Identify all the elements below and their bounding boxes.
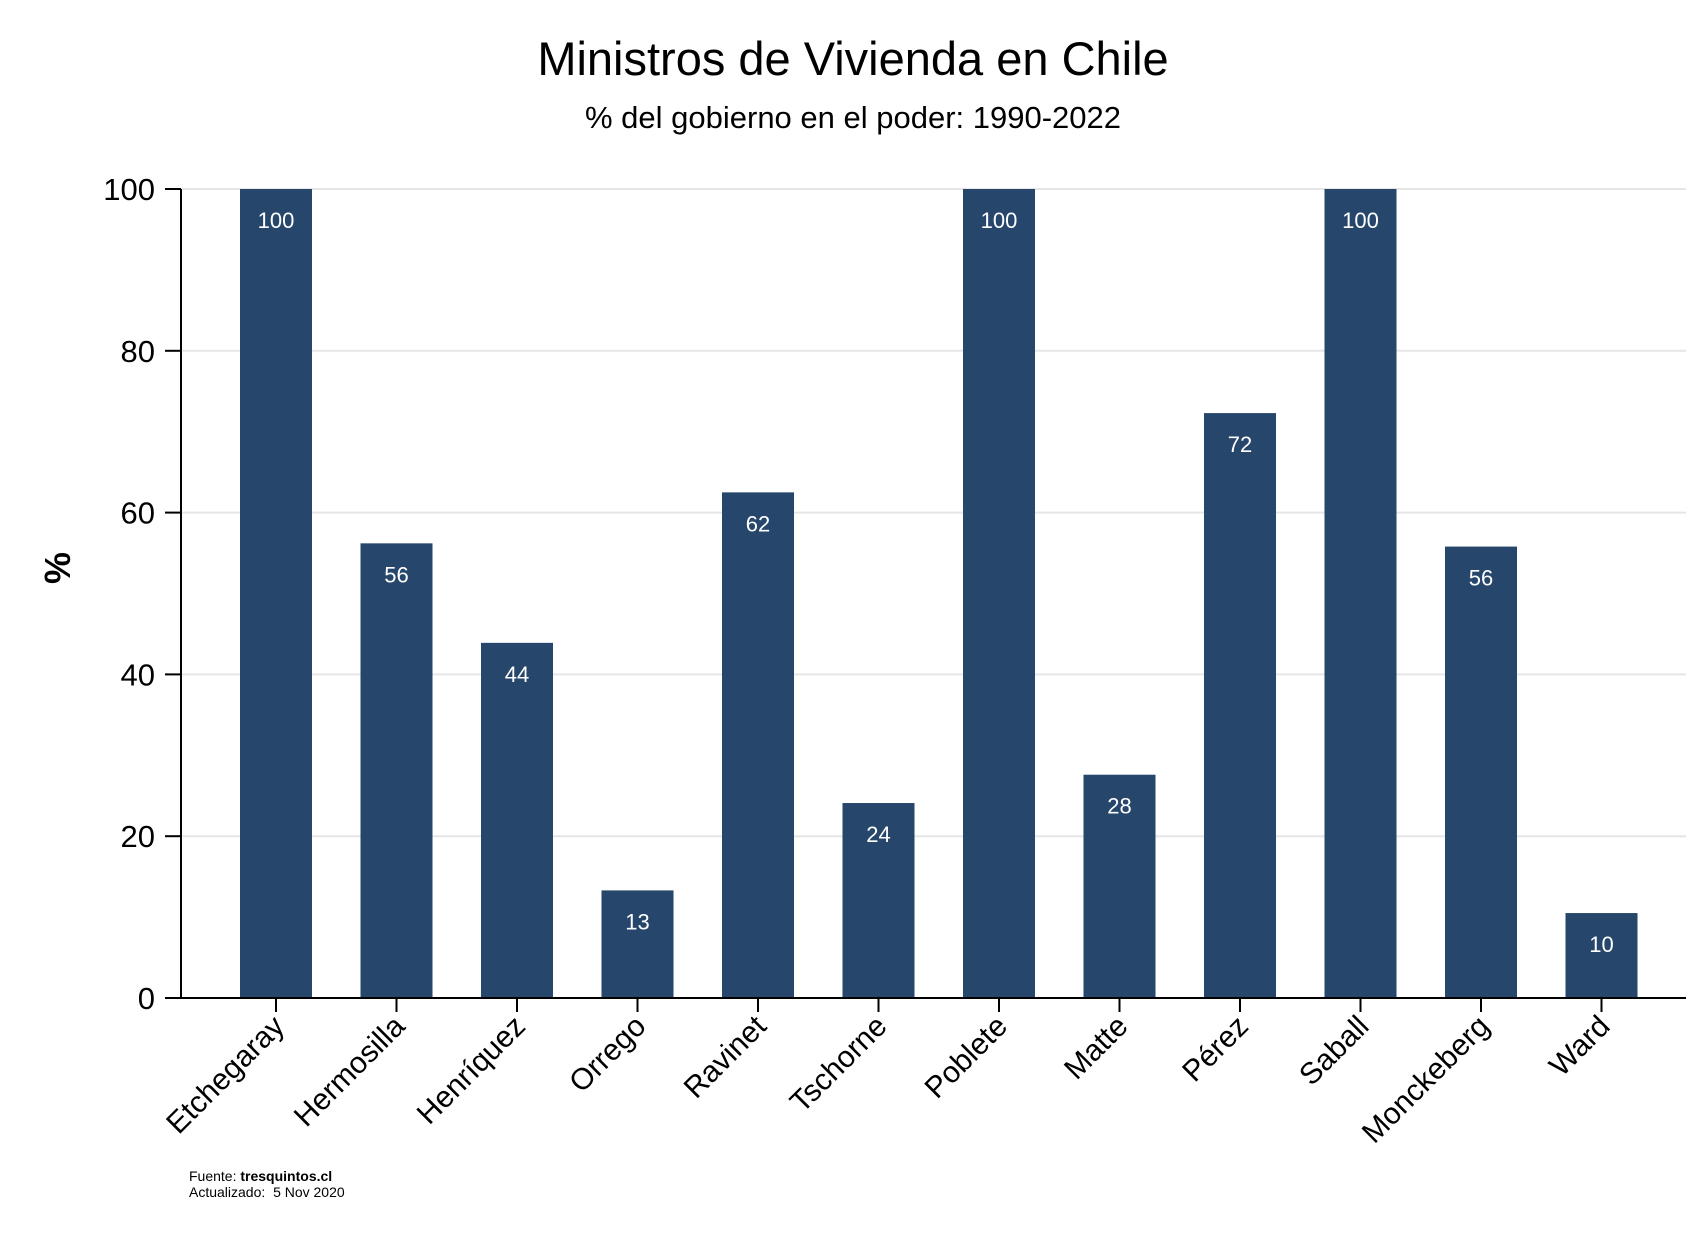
bar-value-label: 100: [258, 208, 295, 233]
bar-value-label: 56: [1469, 566, 1493, 591]
bar: [1204, 413, 1276, 998]
bar: [1324, 189, 1397, 998]
x-tick-label: Orrego: [563, 1010, 652, 1099]
chart-subtitle: % del gobierno en el poder: 1990-2022: [585, 100, 1121, 135]
updated-label: Actualizado:: [189, 1184, 266, 1200]
source-note: Fuente: tresquintos.cl: [189, 1168, 332, 1184]
y-tick-label: 100: [103, 172, 155, 207]
bar: [481, 642, 553, 998]
x-tick-label: Ravinet: [678, 1009, 774, 1105]
bar: [1445, 546, 1517, 998]
bar: [240, 189, 312, 998]
source-value: tresquintos.cl: [240, 1168, 333, 1184]
bar-value-label: 62: [746, 511, 770, 536]
bar-value-label: 100: [981, 208, 1018, 233]
x-tick-label: Tschorne: [784, 1010, 893, 1119]
bar: [360, 543, 433, 998]
x-tick-label: Poblete: [919, 1010, 1014, 1105]
bar: [963, 189, 1035, 998]
y-tick-label: 40: [121, 657, 155, 692]
bar-value-label: 100: [1342, 208, 1379, 233]
y-tick-label: 20: [121, 819, 155, 854]
bar: [842, 803, 915, 998]
bars: 100 56 44 13 62 24 100 28 72 100 56 10: [240, 189, 1638, 998]
x-tick-label: Monckeberg: [1356, 1010, 1496, 1150]
bar-value-label: 13: [625, 909, 649, 934]
x-tick-label: Hermosilla: [288, 1009, 412, 1133]
y-tick-label: 0: [138, 981, 155, 1016]
bar-value-label: 28: [1107, 794, 1131, 819]
source-label: Fuente:: [189, 1168, 237, 1184]
bar-value-label: 72: [1228, 432, 1252, 457]
bar: [601, 890, 674, 998]
x-tick-label: Henríquez: [411, 1010, 532, 1131]
x-tick-label: Matte: [1058, 1010, 1134, 1086]
bar-value-label: 44: [505, 662, 529, 687]
y-tick-label: 60: [121, 496, 155, 531]
bar: [1083, 774, 1156, 998]
updated-value: 5 Nov 2020: [273, 1184, 345, 1200]
x-tick-label: Ward: [1543, 1010, 1616, 1083]
x-tick-label: Saball: [1293, 1010, 1375, 1092]
bar: [722, 492, 794, 998]
y-axis-label: %: [37, 552, 78, 584]
x-tick-label: Etchegaray: [160, 1010, 291, 1141]
x-tick-label: Pérez: [1176, 1010, 1255, 1089]
bar-value-label: 10: [1589, 932, 1613, 957]
chart-title: Ministros de Vivienda en Chile: [537, 32, 1168, 85]
bar-value-label: 56: [384, 562, 408, 587]
bar: [1565, 913, 1638, 998]
y-tick-label: 80: [121, 334, 155, 369]
updated-note: Actualizado: 5 Nov 2020: [189, 1184, 345, 1200]
bar-value-label: 24: [866, 822, 890, 847]
